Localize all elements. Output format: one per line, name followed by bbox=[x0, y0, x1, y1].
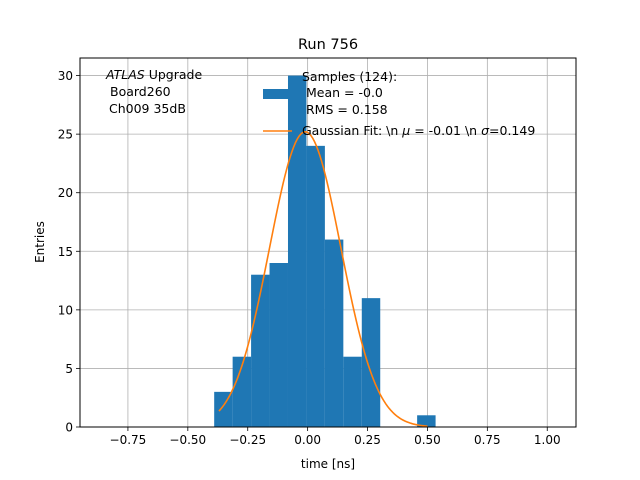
x-tick-label: 0.25 bbox=[354, 433, 381, 447]
histogram-bar bbox=[214, 391, 233, 427]
histogram-bar bbox=[343, 356, 362, 427]
atlas-annotation: ATLAS Upgrade Board260 Ch009 35dB bbox=[105, 67, 202, 116]
legend-fit-mid: = -0.01 \n bbox=[410, 123, 481, 138]
x-axis-label: time [ns] bbox=[301, 457, 355, 471]
histogram-bar bbox=[251, 274, 270, 427]
legend-fit-mu-symbol: μ bbox=[401, 123, 410, 138]
legend-fit-prefix: Gaussian Fit: \n bbox=[302, 123, 402, 138]
x-tick-label: 0.75 bbox=[474, 433, 501, 447]
histogram-bar bbox=[306, 145, 325, 427]
y-tick-label: 30 bbox=[58, 69, 73, 83]
y-tick-label: 25 bbox=[58, 128, 73, 142]
histogram-bar bbox=[361, 298, 381, 427]
y-axis-label: Entries bbox=[33, 221, 47, 263]
annotation-atlas: ATLAS bbox=[105, 67, 145, 82]
annotation-upgrade: Upgrade bbox=[145, 67, 203, 82]
x-axis-ticks: −0.75 −0.50 −0.25 0.00 0.25 0.50 0.75 1.00 bbox=[110, 427, 561, 447]
legend: Samples (124): Mean = -0.0 RMS = 0.158 G… bbox=[263, 69, 535, 138]
annotation-line-2: Board260 bbox=[110, 84, 171, 99]
annotation-line-1: ATLAS Upgrade bbox=[105, 67, 202, 82]
x-tick-label: −0.50 bbox=[169, 433, 206, 447]
legend-fit-sigma-symbol: σ bbox=[481, 123, 490, 138]
x-tick-label: −0.25 bbox=[229, 433, 266, 447]
y-tick-label: 15 bbox=[58, 245, 73, 259]
histogram-bar bbox=[324, 239, 344, 427]
annotation-line-3: Ch009 35dB bbox=[109, 101, 186, 116]
x-tick-label: 0.00 bbox=[294, 433, 321, 447]
gaussian-fit-line bbox=[218, 131, 428, 427]
y-axis-ticks: 0 5 10 15 20 25 30 bbox=[58, 69, 80, 435]
histogram-bar bbox=[232, 356, 252, 427]
histogram-bar bbox=[417, 415, 436, 427]
plot-frame bbox=[79, 57, 577, 428]
y-tick-label: 0 bbox=[65, 421, 73, 435]
legend-samples-rms: RMS = 0.158 bbox=[306, 102, 388, 117]
y-tick-label: 5 bbox=[65, 362, 73, 376]
histogram-bar bbox=[287, 75, 307, 428]
chart-title: Run 756 bbox=[298, 37, 358, 53]
y-tick-label: 10 bbox=[58, 303, 73, 317]
x-tick-label: 1.00 bbox=[534, 433, 561, 447]
legend-fit-label: Gaussian Fit: \n μ = -0.01 \n σ=0.149 bbox=[302, 123, 535, 138]
legend-fit-tail: =0.149 bbox=[489, 123, 535, 138]
legend-samples-mean: Mean = -0.0 bbox=[306, 85, 383, 100]
legend-samples-label: Samples (124): bbox=[302, 69, 397, 84]
x-tick-label: −0.75 bbox=[110, 433, 147, 447]
y-tick-label: 20 bbox=[58, 186, 73, 200]
x-tick-label: 0.50 bbox=[414, 433, 441, 447]
legend-samples-swatch bbox=[263, 89, 292, 99]
histogram-bar bbox=[269, 263, 288, 427]
